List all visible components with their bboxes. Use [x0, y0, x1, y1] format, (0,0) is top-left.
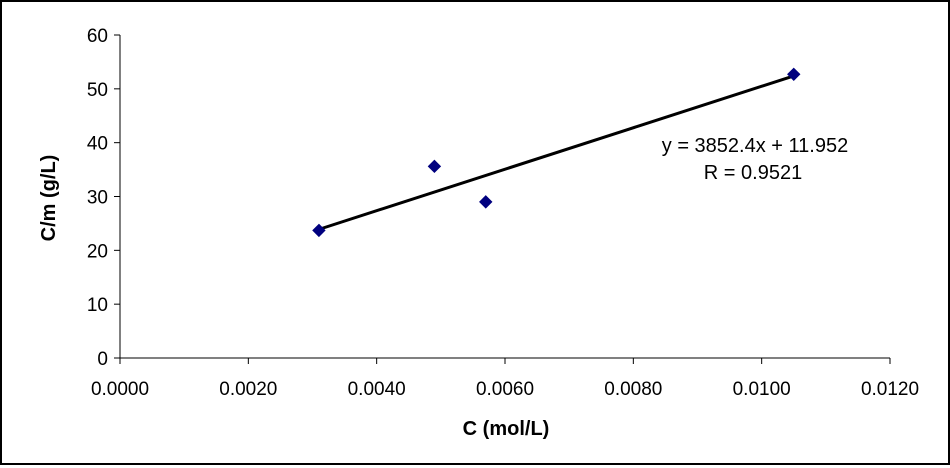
r-value-label: R = 0.9521 [704, 162, 802, 184]
x-tick-label: 0.0120 [861, 379, 919, 400]
x-tick-label: 0.0100 [733, 379, 791, 400]
y-axis-title: C/m (g/L) [38, 155, 60, 242]
tick-labels: 0 10 20 30 40 50 60 0.0000 0.0020 0.0040 0.0060 0.0… [87, 26, 919, 400]
trendline-equation: y = 3852.4x + 11.952 [662, 135, 848, 157]
y-tick-label: 10 [87, 295, 108, 316]
y-tick-label: 60 [87, 26, 108, 47]
data-points [312, 67, 801, 238]
x-tick-label: 0.0020 [219, 379, 277, 400]
y-tick-label: 40 [87, 134, 108, 155]
x-tick-label: 0.0060 [476, 379, 534, 400]
data-point [479, 195, 493, 209]
axes [114, 34, 891, 364]
data-point [787, 67, 801, 82]
data-point [427, 159, 442, 174]
x-tick-label: 0.0080 [604, 379, 662, 400]
data-point [312, 223, 326, 238]
y-tick-label: 30 [87, 188, 108, 209]
trendline [318, 74, 795, 231]
x-tick-label: 0.0040 [348, 379, 406, 400]
y-tick-label: 20 [87, 241, 108, 262]
trendline-layer [318, 74, 795, 231]
y-tick-label: 50 [87, 80, 108, 101]
y-tick-label: 0 [97, 349, 108, 370]
x-axis-title: C (mol/L) [463, 418, 550, 440]
x-tick-label: 0.0000 [91, 379, 149, 400]
